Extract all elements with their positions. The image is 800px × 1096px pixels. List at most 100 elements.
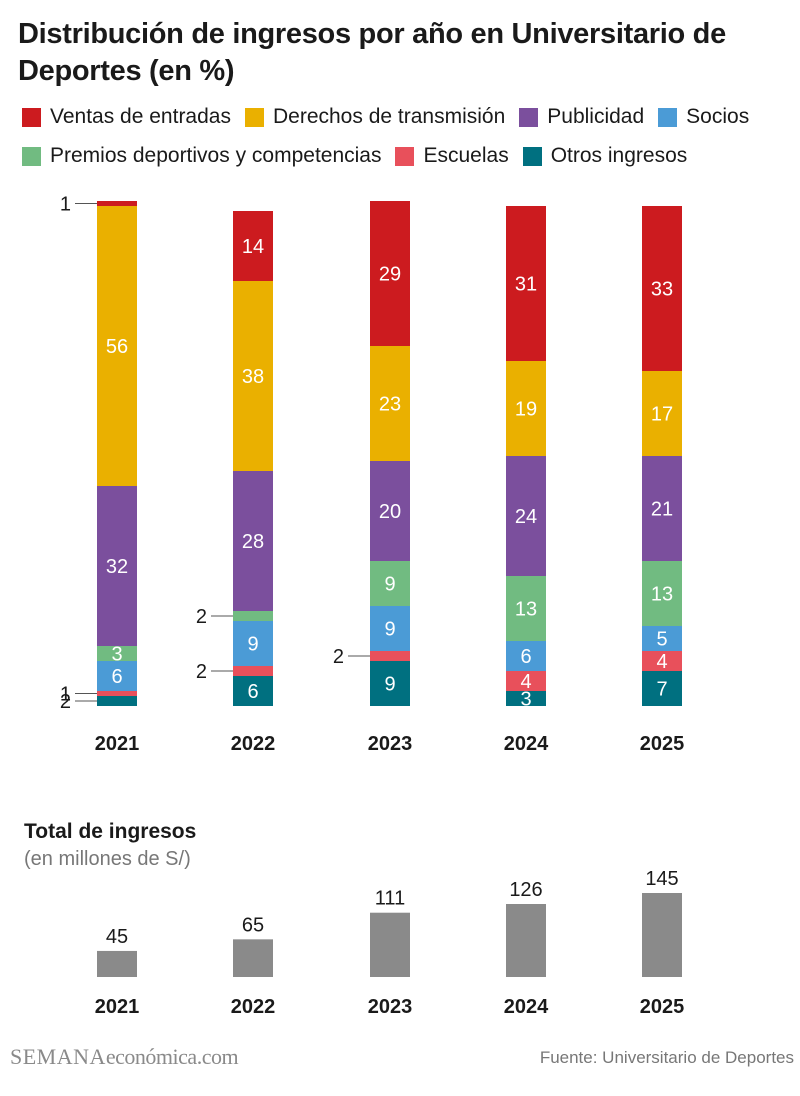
data-label-premios-deportivos-y-competencias-2022: 2 [196, 606, 207, 628]
data-label-socios-2022: 9 [247, 634, 258, 656]
total-bar-2022 [233, 939, 273, 977]
data-label-publicidad-2023: 20 [379, 501, 401, 523]
legend-item-derechos-de-transmision: Derechos de transmisión [244, 104, 506, 130]
bar-segment-premios-deportivos-y-competencias-2021 [97, 646, 137, 661]
legend-swatch [395, 146, 415, 166]
bar-segment-publicidad-2025 [642, 456, 682, 561]
legend-label: Publicidad [547, 105, 645, 128]
data-label-publicidad-2024: 24 [515, 506, 537, 528]
data-label-derechos-de-transmision-2021: 56 [106, 336, 128, 358]
legend-row-2: Premios deportivos y competencias Escuela… [22, 143, 701, 169]
brand-logo-part2: económica.com [105, 1044, 239, 1069]
x-tick-2024: 2024 [504, 733, 549, 755]
legend-swatch [519, 107, 539, 127]
legend-swatch [522, 146, 542, 166]
total-x-tick-2021: 2021 [95, 996, 140, 1018]
total-x-tick-2023: 2023 [368, 996, 413, 1018]
legend-item-premios-deportivos-y-competencias: Premios deportivos y competencias [22, 143, 381, 169]
x-axis-ticks: 2021 2022 2023 2024 2025 [95, 733, 685, 755]
data-label-derechos-de-transmision-2022: 38 [242, 366, 264, 388]
bar-segment-ventas-de-entradas-2024 [506, 206, 546, 361]
totals-subtitle: (en millones de S/) [24, 848, 191, 870]
data-label-premios-deportivos-y-competencias-2023: 9 [384, 574, 395, 596]
data-label-socios-2025: 5 [656, 629, 667, 651]
brand-logo-part1: SEMANA [10, 1044, 106, 1069]
data-label-premios-deportivos-y-competencias-2024: 13 [515, 599, 537, 621]
total-bar-2021 [97, 950, 137, 977]
legend-item-socios: Socios [658, 104, 749, 130]
total-label-2024: 126 [509, 879, 542, 901]
data-label-premios-deportivos-y-competencias-2021: 3 [111, 644, 122, 666]
data-label-ventas-de-entradas-2023: 29 [379, 264, 401, 286]
total-label-2022: 65 [242, 914, 264, 936]
total-x-tick-2025: 2025 [640, 996, 685, 1018]
legend-label: Derechos de transmisión [272, 105, 506, 128]
bar-segment-premios-deportivos-y-competencias-2025 [642, 561, 682, 626]
bar-segment-otros-ingresos-2023 [370, 661, 410, 706]
legend-label: Escuelas [423, 144, 509, 167]
legend-item-otros-ingresos: Otros ingresos [522, 143, 688, 169]
bar-segment-derechos-de-transmision-2025 [642, 371, 682, 456]
data-label-premios-deportivos-y-competencias-2025: 13 [651, 584, 673, 606]
bar-segment-derechos-de-transmision-2024 [506, 361, 546, 456]
bar-segment-escuelas-2023 [370, 651, 410, 661]
legend-item-escuelas: Escuelas [395, 143, 509, 169]
total-label-2023: 111 [375, 888, 405, 910]
bar-segment-socios-2021 [97, 661, 137, 691]
bar-segment-premios-deportivos-y-competencias-2022 [233, 611, 273, 621]
legend-label: Socios [686, 105, 750, 128]
data-label-socios-2021: 6 [111, 666, 122, 688]
bar-segment-derechos-de-transmision-2021 [97, 206, 137, 486]
legend-swatch [244, 107, 264, 127]
bar-segment-otros-ingresos-2022 [233, 676, 273, 706]
data-label-socios-2024: 6 [520, 646, 531, 668]
stacked-bars: 2163325616292283814929920232934613241931… [60, 194, 682, 713]
total-bar-2023 [370, 912, 410, 977]
brand-logo[interactable]: SEMANAeconómica.com [10, 1044, 239, 1070]
data-label-otros-ingresos-2025: 7 [656, 679, 667, 701]
data-label-escuelas-2022: 2 [196, 661, 207, 683]
data-label-ventas-de-entradas-2022: 14 [242, 236, 264, 258]
total-bar-2025 [642, 893, 682, 977]
totals-bars: 45 65 111 126 145 [97, 868, 682, 977]
totals-bar-chart: 45 65 111 126 145 2021 2022 2023 2024 2025 [95, 868, 685, 1018]
bar-segment-premios-deportivos-y-competencias-2024 [506, 576, 546, 641]
bar-segment-publicidad-2021 [97, 486, 137, 646]
legend-item-publicidad: Publicidad [519, 104, 644, 130]
bar-segment-premios-deportivos-y-competencias-2023 [370, 561, 410, 606]
data-label-escuelas-2024: 4 [520, 671, 531, 693]
bar-segment-otros-ingresos-2024 [506, 691, 546, 706]
legend-row-1: Ventas de entradas Derechos de transmisió… [22, 104, 763, 130]
bar-segment-ventas-de-entradas-2022 [233, 211, 273, 281]
bar-segment-ventas-de-entradas-2023 [370, 201, 410, 346]
data-label-publicidad-2022: 28 [242, 531, 264, 553]
total-x-tick-2022: 2022 [231, 996, 276, 1018]
bar-segment-publicidad-2024 [506, 456, 546, 576]
total-label-2021: 45 [106, 926, 128, 948]
legend-label: Otros ingresos [550, 144, 688, 167]
x-tick-2025: 2025 [640, 733, 685, 755]
bar-segment-escuelas-2022 [233, 666, 273, 676]
legend-swatch [22, 107, 41, 127]
bar-segment-socios-2024 [506, 641, 546, 671]
source-note: Fuente: Universitario de Deportes [539, 1048, 794, 1067]
data-label-escuelas-2021: 1 [60, 684, 71, 706]
bar-segment-otros-ingresos-2021 [97, 696, 137, 706]
total-label-2025: 145 [645, 868, 678, 890]
data-label-socios-2023: 9 [384, 619, 395, 641]
data-label-otros-ingresos-2021: 2 [60, 691, 71, 713]
data-label-escuelas-2025: 4 [656, 651, 667, 673]
chart-title: Distribución de ingresos por año en Univ… [18, 18, 726, 87]
totals-title: Total de ingresos [24, 820, 197, 843]
data-label-publicidad-2021: 32 [106, 556, 128, 578]
bar-segment-derechos-de-transmision-2022 [233, 281, 273, 471]
bar-segment-socios-2022 [233, 621, 273, 666]
bar-segment-escuelas-2025 [642, 651, 682, 671]
bar-segment-escuelas-2024 [506, 671, 546, 691]
bar-segment-publicidad-2022 [233, 471, 273, 611]
totals-x-axis-ticks: 2021 2022 2023 2024 2025 [95, 996, 685, 1018]
data-label-otros-ingresos-2022: 6 [247, 681, 258, 703]
stacked-bar-chart: 2163325616292283814929920232934613241931… [60, 194, 685, 756]
bar-segment-derechos-de-transmision-2023 [370, 346, 410, 461]
x-tick-2023: 2023 [368, 733, 413, 755]
